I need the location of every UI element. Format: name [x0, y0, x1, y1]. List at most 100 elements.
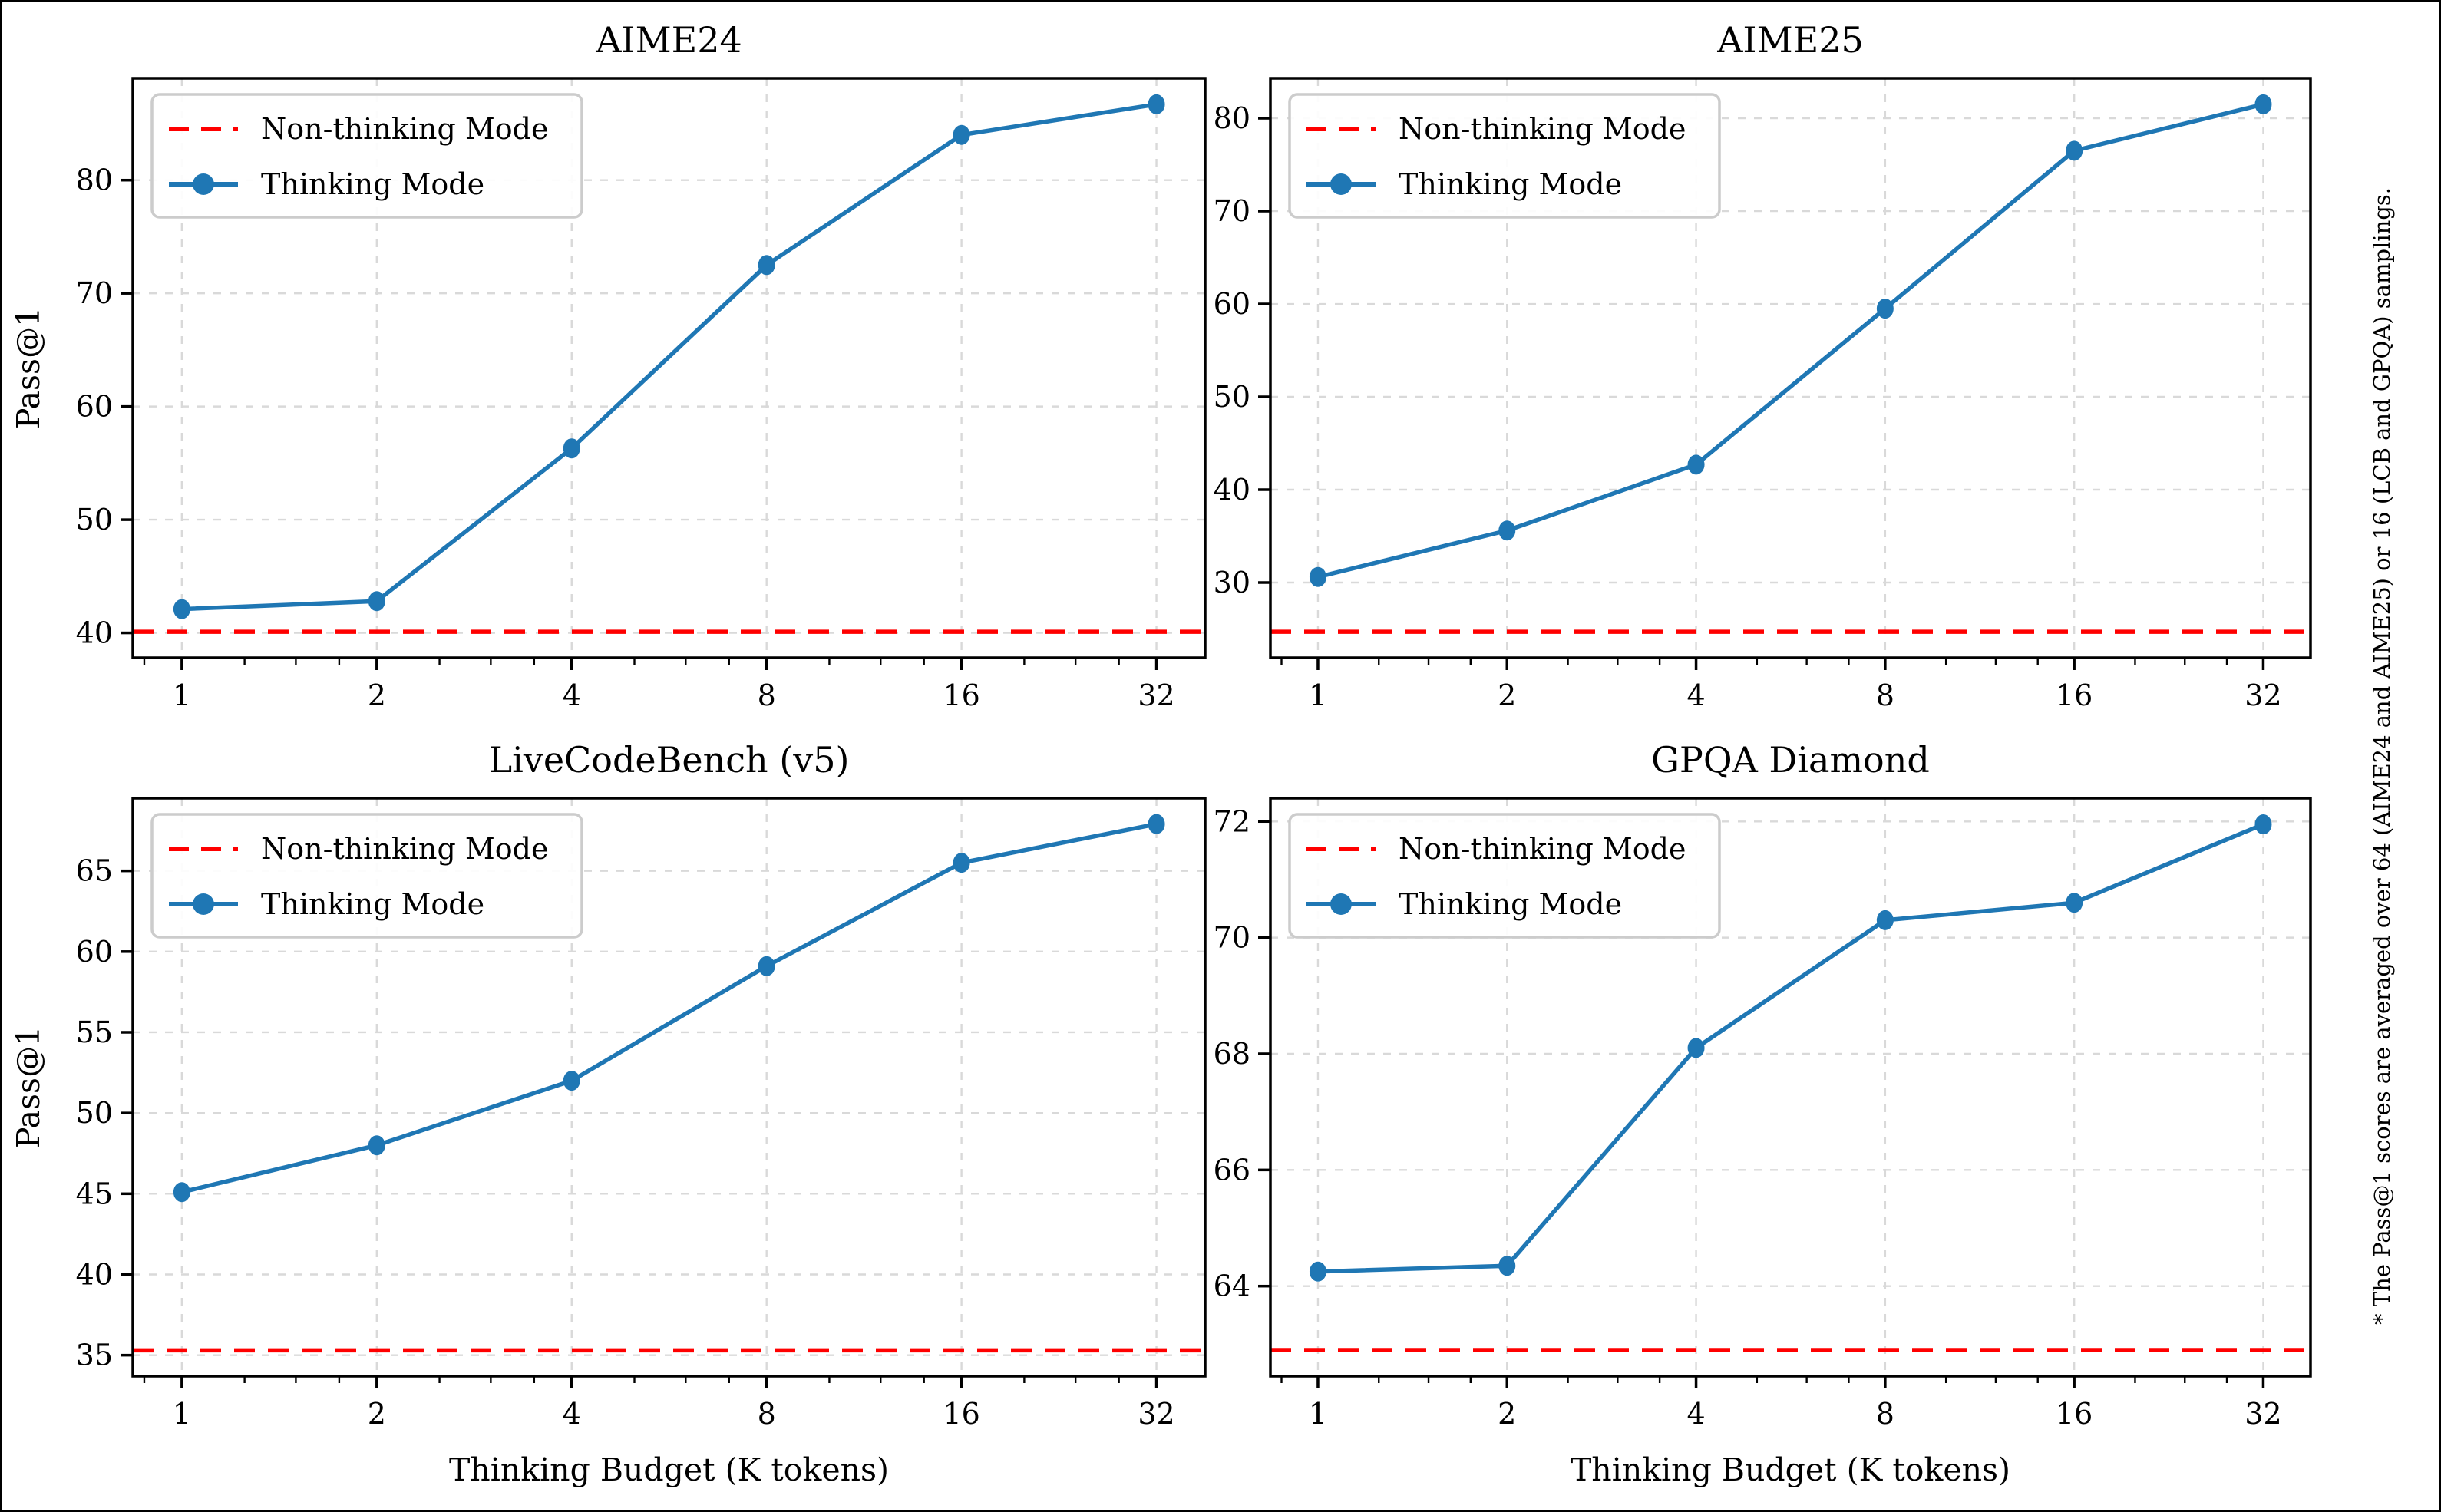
legend-non-thinking-label: Non-thinking Mode: [1399, 112, 1686, 146]
legend-thinking-label: Thinking Mode: [1399, 887, 1622, 921]
y-axis-label: Pass@1: [10, 307, 47, 429]
thinking-line: [180, 102, 1159, 612]
thinking-line: [1316, 822, 2266, 1274]
x-tick-label: 4: [563, 1397, 581, 1431]
subplot-aime24: 1 2 4 8 16 32 40 50 60 70 80 AIME24 Pass@1 Non-thinki…: [10, 19, 1207, 712]
x-tick-label: 8: [1876, 678, 1894, 712]
legend: Non-thinking Mode Thinking Mode: [1288, 813, 1721, 939]
y-tick-label: 40: [1214, 473, 1250, 507]
chart-title: GPQA Diamond: [1651, 739, 1930, 781]
data-point-markers: [173, 94, 1165, 619]
x-axis-label: Thinking Budget (K tokens): [1571, 1451, 2010, 1488]
y-axis-ticks: 64 66 68 70 72: [1214, 804, 1270, 1303]
legend-non-thinking-label: Non-thinking Mode: [1399, 832, 1686, 866]
x-tick-label: 2: [368, 678, 386, 712]
x-tick-label: 32: [1138, 1397, 1174, 1431]
x-tick-label: 16: [943, 678, 979, 712]
x-axis-ticks: 1 2 4 8 16 32: [143, 658, 1175, 712]
x-tick-label: 8: [758, 678, 776, 712]
y-tick-label: 45: [76, 1177, 113, 1210]
y-axis-ticks: 30 40 50 60 70 80: [1214, 101, 1270, 599]
chart-title: AIME25: [1716, 19, 1864, 61]
subplot-aime25: 1 2 4 8 16 32 30 40 50 60 70 80 AIME25 Non-thinking M…: [1214, 19, 2312, 712]
x-tick-label: 4: [563, 678, 581, 712]
legend-thinking-marker: [1330, 173, 1352, 195]
y-tick-label: 70: [1214, 921, 1250, 955]
side-note: * The Pass@1 scores are averaged over 64…: [2369, 187, 2395, 1325]
gridlines: [133, 798, 1205, 1376]
y-tick-label: 40: [76, 1257, 113, 1291]
y-tick-label: 80: [1214, 101, 1250, 135]
legend-box: [1288, 813, 1721, 939]
axes-frame: [1269, 77, 2312, 659]
data-point-markers: [1309, 814, 2272, 1282]
y-axis-ticks: 35 40 45 50 55 60 65: [76, 854, 133, 1372]
y-tick-label: 55: [76, 1015, 113, 1049]
x-tick-label: 8: [1876, 1397, 1894, 1431]
legend-thinking-label: Thinking Mode: [261, 887, 484, 921]
y-tick-label: 72: [1214, 804, 1250, 838]
y-tick-label: 60: [76, 390, 113, 424]
y-tick-label: 70: [76, 276, 113, 310]
x-tick-label: 32: [2244, 1397, 2281, 1431]
x-tick-label: 2: [1498, 1397, 1516, 1431]
x-tick-label: 8: [758, 1397, 776, 1431]
y-tick-label: 50: [76, 1096, 113, 1130]
legend: Non-thinking Mode Thinking Mode: [1288, 93, 1721, 219]
x-axis-ticks: 1 2 4 8 16 32: [143, 1376, 1175, 1431]
y-tick-label: 50: [76, 503, 113, 536]
y-tick-label: 50: [1214, 380, 1250, 414]
legend-thinking-label: Thinking Mode: [261, 167, 484, 201]
x-tick-label: 1: [1309, 1397, 1327, 1431]
x-tick-label: 4: [1686, 1397, 1705, 1431]
legend-box: [150, 93, 583, 219]
legend: Non-thinking Mode Thinking Mode: [150, 93, 583, 219]
x-tick-label: 16: [943, 1397, 979, 1431]
x-tick-label: 32: [2244, 678, 2281, 712]
x-axis-ticks: 1 2 4 8 16 32: [1280, 658, 2282, 712]
x-tick-label: 4: [1686, 678, 1705, 712]
x-tick-label: 1: [173, 1397, 191, 1431]
y-tick-label: 64: [1214, 1269, 1250, 1303]
x-axis-ticks: 1 2 4 8 16 32: [1280, 1376, 2282, 1431]
legend-box: [150, 813, 583, 939]
y-tick-label: 70: [1214, 194, 1250, 228]
axes-frame: [1269, 797, 2312, 1378]
legend-thinking-marker: [1330, 893, 1352, 915]
x-tick-label: 2: [368, 1397, 386, 1431]
legend-non-thinking-label: Non-thinking Mode: [261, 832, 548, 866]
x-tick-label: 16: [2056, 1397, 2093, 1431]
legend-thinking-marker: [193, 893, 214, 915]
y-tick-label: 66: [1214, 1153, 1250, 1187]
chart-title: AIME24: [595, 19, 742, 61]
y-tick-label: 35: [76, 1339, 113, 1372]
x-tick-label: 16: [2056, 678, 2093, 712]
data-point-markers: [173, 814, 1165, 1203]
x-tick-label: 2: [1498, 678, 1516, 712]
legend-thinking-label: Thinking Mode: [1399, 167, 1622, 201]
data-point-markers: [1309, 94, 2272, 587]
y-tick-label: 65: [76, 854, 113, 888]
y-axis-label: Pass@1: [10, 1026, 47, 1148]
axes-frame: [131, 77, 1207, 659]
chart-title: LiveCodeBench (v5): [489, 739, 850, 781]
x-axis-label: Thinking Budget (K tokens): [449, 1451, 889, 1488]
legend-thinking-marker: [193, 173, 214, 195]
gridlines: [1270, 798, 2311, 1376]
x-tick-label: 1: [1309, 678, 1327, 712]
y-tick-label: 30: [1214, 566, 1250, 599]
y-tick-label: 40: [76, 616, 113, 650]
thinking-line: [1316, 102, 2266, 579]
subplot-gpqa-diamond: 1 2 4 8 16 32 64 66 68 70 72 GPQA Diamond Thinking B…: [1214, 739, 2312, 1488]
legend: Non-thinking Mode Thinking Mode: [150, 813, 583, 939]
y-tick-label: 60: [76, 935, 113, 969]
gridlines: [1270, 78, 2311, 658]
x-tick-label: 32: [1138, 678, 1174, 712]
thinking-line: [180, 821, 1159, 1194]
y-tick-label: 60: [1214, 287, 1250, 321]
y-tick-label: 80: [76, 163, 113, 197]
y-axis-ticks: 40 50 60 70 80: [76, 163, 133, 650]
subplot-livecodebench-v5: 1 2 4 8 16 32 35 40 45 50 55 60 65 LiveCodeBench (v5)…: [10, 739, 1207, 1488]
